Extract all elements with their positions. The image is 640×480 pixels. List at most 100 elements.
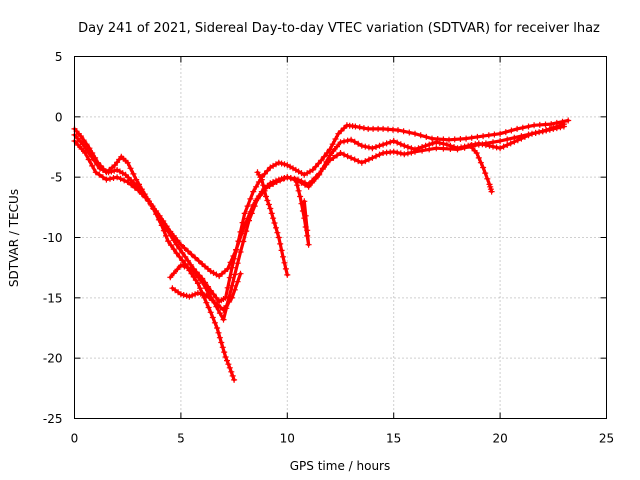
data-point bbox=[89, 162, 96, 169]
data-point bbox=[264, 167, 271, 174]
data-point bbox=[78, 146, 85, 152]
data-point bbox=[177, 241, 184, 248]
data-point bbox=[508, 127, 515, 134]
data-point bbox=[344, 137, 351, 144]
data-point bbox=[177, 262, 184, 269]
data-point bbox=[302, 212, 309, 219]
data-point bbox=[275, 234, 282, 241]
data-point bbox=[229, 294, 235, 301]
data-point bbox=[422, 142, 429, 149]
data-point bbox=[532, 129, 539, 136]
data-point bbox=[194, 290, 201, 296]
data-point bbox=[497, 145, 504, 152]
data-point bbox=[234, 278, 241, 285]
data-point bbox=[278, 247, 285, 254]
data-point bbox=[519, 124, 526, 131]
data-point bbox=[352, 123, 359, 130]
data-point bbox=[91, 157, 98, 164]
data-point bbox=[167, 228, 174, 235]
data-point bbox=[292, 176, 299, 183]
data-point bbox=[135, 187, 142, 194]
data-point bbox=[390, 138, 397, 144]
data-point bbox=[270, 215, 277, 222]
y-tick-label: 0 bbox=[55, 110, 63, 124]
data-point bbox=[173, 250, 180, 257]
data-point bbox=[298, 178, 305, 185]
data-point bbox=[323, 161, 330, 168]
data-point bbox=[207, 309, 214, 316]
data-point bbox=[376, 151, 383, 158]
data-point bbox=[504, 142, 511, 148]
data-point bbox=[440, 145, 447, 152]
data-point bbox=[376, 142, 383, 149]
data-point bbox=[102, 168, 109, 175]
data-point bbox=[146, 198, 152, 205]
data-point bbox=[305, 181, 312, 188]
data-point bbox=[443, 141, 450, 148]
data-point bbox=[315, 160, 322, 167]
data-point bbox=[504, 136, 511, 143]
data-point bbox=[231, 271, 238, 278]
data-point bbox=[190, 273, 197, 280]
data-point bbox=[401, 142, 408, 149]
data-point bbox=[195, 257, 202, 264]
data-point bbox=[565, 117, 572, 124]
data-point bbox=[179, 249, 186, 256]
series-layer bbox=[71, 117, 572, 383]
data-point bbox=[213, 294, 220, 301]
y-tick-label: -15 bbox=[43, 291, 63, 305]
data-point bbox=[309, 177, 316, 184]
data-point bbox=[539, 128, 546, 135]
data-point bbox=[170, 270, 177, 277]
data-point bbox=[337, 150, 344, 156]
data-point bbox=[189, 292, 196, 299]
data-point bbox=[525, 131, 532, 138]
y-tick-label: -25 bbox=[43, 412, 63, 426]
data-point bbox=[497, 138, 504, 144]
data-point bbox=[360, 125, 367, 132]
data-point bbox=[110, 175, 117, 181]
ticks: 0 5 10 15 20 25 5 0 -5 -10 -15 -20 -25 bbox=[43, 50, 614, 446]
data-point bbox=[380, 141, 387, 148]
data-point bbox=[174, 237, 181, 244]
data-point bbox=[404, 150, 411, 157]
data-point bbox=[355, 158, 362, 165]
data-point bbox=[390, 148, 397, 155]
x-tick-label: 15 bbox=[386, 432, 401, 446]
y-axis-label: SDTVAR / TECUs bbox=[7, 189, 21, 287]
data-point bbox=[185, 257, 191, 264]
data-point bbox=[82, 150, 89, 156]
data-point bbox=[312, 163, 319, 170]
data-point bbox=[202, 285, 209, 292]
data-point bbox=[511, 134, 518, 141]
data-point bbox=[254, 195, 261, 202]
data-point bbox=[301, 198, 308, 205]
data-point bbox=[557, 122, 564, 129]
data-point bbox=[463, 135, 470, 142]
data-point bbox=[373, 153, 379, 160]
data-point bbox=[122, 171, 129, 178]
data-point bbox=[412, 130, 418, 137]
data-point bbox=[156, 212, 163, 219]
data-point bbox=[284, 174, 291, 181]
data-point bbox=[356, 124, 363, 131]
data-point bbox=[77, 133, 84, 140]
x-axis-label: GPS time / hours bbox=[290, 459, 391, 473]
data-point bbox=[168, 242, 174, 249]
data-point bbox=[74, 135, 81, 142]
data-point bbox=[332, 136, 339, 142]
data-point bbox=[114, 174, 121, 181]
data-point bbox=[131, 184, 138, 191]
data-point bbox=[258, 176, 265, 183]
data-point bbox=[88, 153, 95, 160]
data-point bbox=[400, 128, 407, 135]
data-point bbox=[229, 282, 235, 289]
data-point bbox=[543, 127, 550, 134]
data-point bbox=[241, 210, 248, 217]
x-tick-label: 10 bbox=[280, 432, 295, 446]
data-point bbox=[369, 154, 376, 161]
data-point bbox=[302, 179, 308, 186]
data-point bbox=[321, 153, 328, 160]
data-point bbox=[362, 143, 369, 150]
data-point bbox=[274, 229, 281, 236]
